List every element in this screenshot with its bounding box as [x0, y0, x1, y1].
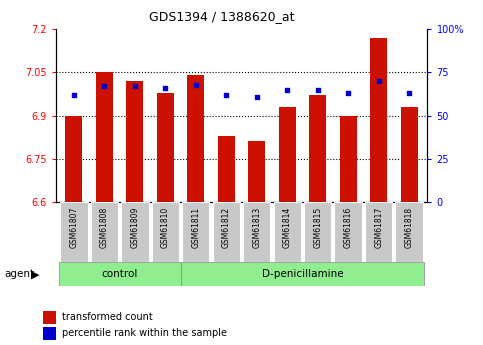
- Text: transformed count: transformed count: [62, 312, 153, 322]
- FancyBboxPatch shape: [182, 202, 210, 262]
- Bar: [370, 38, 387, 202]
- FancyBboxPatch shape: [396, 202, 423, 262]
- FancyBboxPatch shape: [213, 202, 240, 262]
- Text: GSM61817: GSM61817: [374, 207, 383, 248]
- Bar: [218, 136, 235, 202]
- FancyBboxPatch shape: [91, 202, 118, 262]
- FancyBboxPatch shape: [243, 202, 270, 262]
- Bar: [43, 310, 56, 324]
- Point: [405, 90, 413, 96]
- FancyBboxPatch shape: [273, 202, 301, 262]
- Bar: [187, 75, 204, 202]
- Bar: [157, 92, 174, 202]
- Bar: [43, 327, 56, 340]
- Text: GSM61815: GSM61815: [313, 207, 322, 248]
- Text: GSM61812: GSM61812: [222, 207, 231, 248]
- Point: [100, 83, 108, 89]
- FancyBboxPatch shape: [60, 202, 87, 262]
- Bar: [66, 116, 82, 202]
- Text: GDS1394 / 1388620_at: GDS1394 / 1388620_at: [149, 10, 295, 23]
- FancyBboxPatch shape: [152, 202, 179, 262]
- Point: [131, 83, 139, 89]
- Bar: [401, 107, 417, 202]
- Text: GSM61818: GSM61818: [405, 207, 413, 248]
- Text: GSM61809: GSM61809: [130, 207, 139, 248]
- Text: GSM61814: GSM61814: [283, 207, 292, 248]
- Text: percentile rank within the sample: percentile rank within the sample: [62, 328, 227, 338]
- FancyBboxPatch shape: [121, 202, 149, 262]
- Text: GSM61810: GSM61810: [161, 207, 170, 248]
- Bar: [58, 262, 181, 286]
- Text: GSM61813: GSM61813: [252, 207, 261, 248]
- Text: D-penicillamine: D-penicillamine: [262, 269, 343, 279]
- Text: control: control: [101, 269, 138, 279]
- Point: [284, 87, 291, 92]
- Point: [375, 78, 383, 84]
- Text: ▶: ▶: [30, 269, 39, 279]
- FancyBboxPatch shape: [335, 202, 362, 262]
- Bar: [127, 81, 143, 202]
- FancyBboxPatch shape: [304, 202, 331, 262]
- Text: GSM61816: GSM61816: [344, 207, 353, 248]
- Bar: [96, 72, 113, 202]
- Point: [70, 92, 78, 98]
- Bar: [248, 141, 265, 202]
- Bar: [309, 96, 326, 202]
- Text: GSM61807: GSM61807: [70, 207, 78, 248]
- FancyBboxPatch shape: [365, 202, 392, 262]
- Point: [344, 90, 352, 96]
- Text: agent: agent: [5, 269, 35, 279]
- Text: GSM61811: GSM61811: [191, 207, 200, 248]
- Bar: [181, 262, 425, 286]
- Bar: [340, 116, 356, 202]
- Point: [314, 87, 322, 92]
- Point: [222, 92, 230, 98]
- Point: [253, 94, 261, 99]
- Bar: [279, 107, 296, 202]
- Text: GSM61808: GSM61808: [100, 207, 109, 248]
- Point: [192, 82, 199, 87]
- Point: [161, 85, 169, 91]
